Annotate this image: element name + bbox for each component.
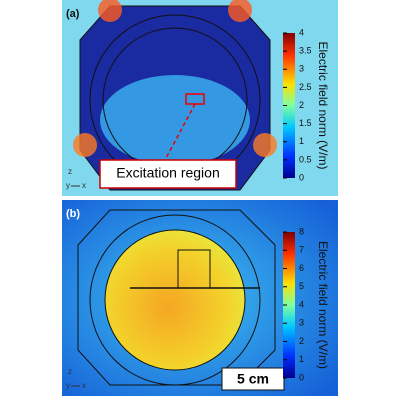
axis-x: x [82, 181, 86, 190]
colorbar-tick-label: 0.5 [299, 154, 312, 164]
colorbar-tick-label: 6 [299, 263, 304, 273]
panel-b: 5 cm [62, 200, 338, 396]
annotation: Excitation region [116, 165, 220, 181]
colorbar-tick-label: 1 [299, 136, 304, 146]
colorbar-tick-label: 4 [299, 27, 304, 37]
axis-z: z [68, 167, 72, 176]
colorbar-tick-label: 0 [299, 372, 304, 382]
colorbar-tick-label: 5 [299, 281, 304, 291]
colorbar-tick-label: 0 [299, 172, 304, 182]
axis-x: x [82, 381, 86, 390]
colorbar-tick-label: 4 [299, 299, 304, 309]
colorbar-tick-label: 2 [299, 100, 304, 110]
colorbar-tick-label: 1.5 [299, 118, 312, 128]
colorbar-tick-label: 3.5 [299, 46, 312, 56]
colorbar-tick-label: 3 [299, 64, 304, 74]
colorbar-title: Electric field norm (V/m) [316, 41, 330, 169]
axis-z: z [68, 367, 72, 376]
colorbar-title: Electric field norm (V/m) [316, 241, 330, 369]
colorbar-tick-label: 2.5 [299, 82, 312, 92]
colorbar-tick-label: 8 [299, 226, 304, 236]
scale-bar-label: 5 cm [237, 371, 269, 387]
colorbar-tick-label: 2 [299, 336, 304, 346]
panel-label: (a) [66, 8, 80, 20]
colorbar-tick-label: 1 [299, 354, 304, 364]
colorbar-tick-label: 3 [299, 318, 304, 328]
axis-y: y [66, 181, 70, 190]
axis-y: y [66, 381, 70, 390]
colorbar-tick-label: 7 [299, 245, 304, 255]
panel-label: (b) [66, 208, 80, 220]
panel-a: Excitation region [62, 0, 338, 196]
